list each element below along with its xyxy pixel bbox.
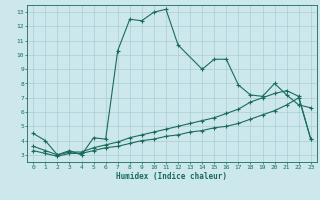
X-axis label: Humidex (Indice chaleur): Humidex (Indice chaleur) — [116, 172, 228, 181]
